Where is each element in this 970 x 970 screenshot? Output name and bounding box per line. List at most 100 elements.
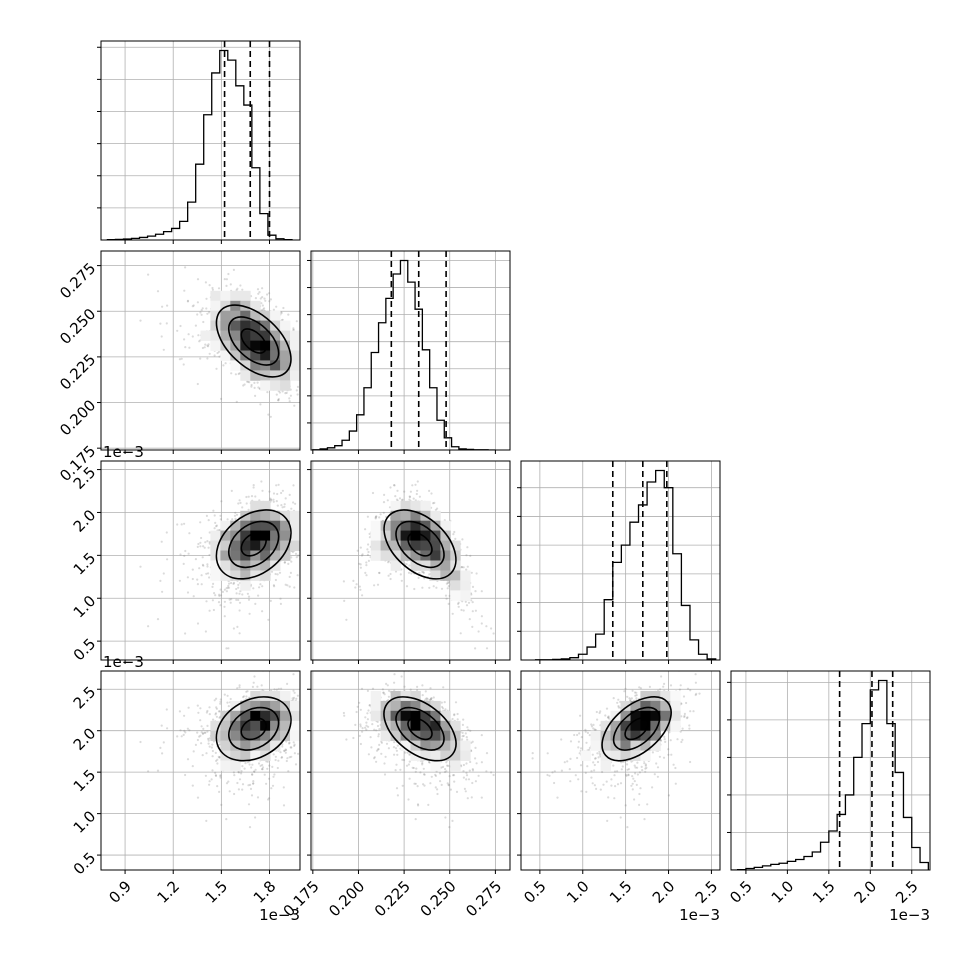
sample-point	[480, 622, 483, 625]
sample-point	[272, 308, 275, 311]
sample-point	[292, 484, 295, 487]
sample-point	[272, 498, 275, 501]
sample-point	[184, 549, 187, 553]
sample-point	[254, 495, 257, 498]
sample-point	[227, 586, 231, 589]
sample-point	[394, 495, 397, 498]
density-cell	[250, 300, 261, 312]
sample-point	[200, 536, 203, 540]
sample-point	[200, 309, 203, 312]
density-cell	[240, 360, 251, 371]
sample-point	[214, 521, 217, 525]
sample-point	[234, 517, 237, 521]
sample-point	[226, 518, 229, 521]
sample-point	[147, 273, 150, 276]
sample-point	[378, 516, 381, 519]
sample-point	[220, 397, 223, 400]
sample-point	[176, 329, 179, 332]
sample-point	[395, 498, 399, 501]
density-cell	[250, 310, 261, 322]
sample-point	[293, 404, 296, 407]
sample-point	[268, 490, 271, 493]
sample-point	[267, 413, 270, 416]
density-cell	[230, 350, 241, 361]
sample-point	[232, 627, 235, 630]
sample-point	[283, 561, 286, 564]
sample-point	[283, 561, 286, 564]
density-cell	[280, 540, 291, 551]
sample-point	[281, 318, 284, 321]
sample-point	[156, 618, 160, 621]
sample-point	[303, 522, 305, 524]
sample-point	[220, 594, 223, 597]
sample-point	[295, 389, 298, 392]
sample-point	[459, 632, 462, 635]
sample-point	[398, 497, 402, 500]
sample-point	[215, 525, 218, 528]
sample-point	[374, 515, 378, 518]
density-cell	[250, 510, 261, 522]
sample-point	[233, 514, 237, 517]
sample-point	[202, 320, 205, 324]
sample-point	[274, 572, 277, 576]
sample-point	[219, 588, 222, 591]
density-cell	[210, 530, 221, 541]
density-cell	[240, 320, 251, 331]
sample-point	[238, 372, 241, 375]
sample-point	[179, 553, 182, 556]
sample-point	[410, 572, 413, 575]
contour-line	[240, 532, 267, 557]
sample-point	[308, 365, 310, 367]
sample-point	[393, 484, 396, 487]
sample-point	[196, 622, 200, 625]
sample-point	[252, 484, 255, 487]
sample-point	[257, 594, 260, 597]
sample-point	[288, 575, 291, 579]
sample-point	[196, 382, 199, 386]
sample-point	[247, 598, 251, 601]
sample-point	[247, 380, 250, 383]
sample-point	[247, 495, 250, 498]
sample-point	[466, 546, 469, 549]
sample-point	[355, 583, 358, 586]
sample-point	[320, 580, 322, 582]
sample-point	[267, 618, 270, 621]
sample-point	[232, 581, 236, 585]
sample-point	[213, 592, 216, 595]
density-cell	[220, 310, 231, 322]
panel-frame	[100, 250, 301, 451]
sample-point	[196, 313, 199, 316]
sample-point	[294, 502, 297, 505]
sample-point	[224, 362, 227, 365]
sample-point	[242, 384, 245, 387]
density-cell	[280, 520, 291, 532]
sample-point	[296, 393, 299, 396]
sample-point	[447, 602, 450, 606]
density-cell	[220, 560, 231, 571]
sample-point	[278, 571, 282, 574]
sample-point	[238, 632, 241, 635]
sample-point	[303, 353, 305, 355]
sample-point	[302, 516, 304, 518]
sample-point	[361, 553, 364, 556]
sample-point	[279, 602, 282, 606]
density-cell	[210, 570, 221, 581]
sample-point	[453, 530, 456, 534]
sample-point	[375, 515, 378, 518]
sample-point	[315, 509, 317, 511]
sample-point	[160, 540, 163, 543]
sample-point	[306, 365, 308, 367]
sample-point	[327, 580, 329, 582]
sample-point	[201, 307, 204, 310]
sample-point	[196, 583, 199, 586]
sample-point	[296, 385, 299, 388]
sample-point	[269, 298, 272, 301]
sample-point	[139, 565, 142, 568]
sample-point	[213, 354, 216, 357]
sample-point	[253, 386, 256, 389]
sample-point	[241, 506, 244, 509]
sample-point	[208, 531, 211, 534]
sample-point	[383, 493, 386, 496]
sample-point	[260, 480, 263, 483]
sample-point	[471, 610, 474, 613]
